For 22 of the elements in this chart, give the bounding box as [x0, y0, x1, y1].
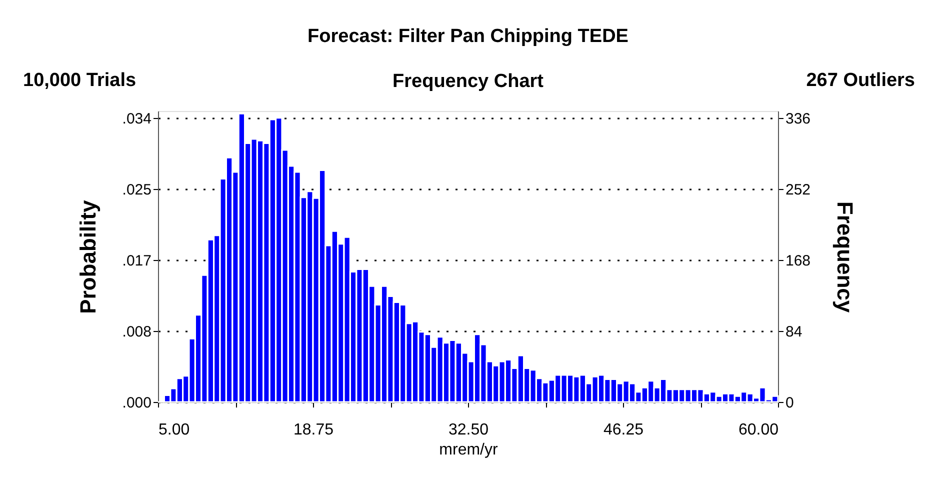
y2-tick-label: 168 [786, 252, 811, 270]
y2-tick-label: 84 [786, 323, 802, 340]
text: 267 Outliers [806, 70, 915, 91]
y-tick-label: .000 [122, 394, 152, 412]
y2-tick-label: 336 [786, 110, 811, 128]
x-tick-label: 18.75 [293, 422, 334, 438]
y-tick-label: .025 [122, 181, 152, 198]
y-tick-label: .017 [122, 252, 152, 270]
y-axis-title: Probability [75, 199, 100, 314]
x-tick-label: 5.00 [158, 422, 190, 438]
y2-tick-label: 252 [786, 181, 811, 198]
y-tick-label: .008 [122, 323, 152, 340]
x-axis-title: mrem/yr [439, 442, 498, 458]
x-tick-label: 60.00 [738, 422, 779, 438]
x-tick-label: 32.50 [448, 422, 489, 438]
chart-title: Forecast: Filter Pan Chipping TEDE [308, 26, 628, 47]
text: 10,000 Trials [23, 70, 136, 91]
x-tick-label: 46.25 [603, 422, 644, 438]
y2-axis-title: Frequency [832, 201, 858, 314]
chart-subtitle: Frequency Chart [392, 71, 544, 92]
y2-tick-label: 0 [786, 394, 794, 412]
y-tick-label: .034 [122, 110, 152, 128]
